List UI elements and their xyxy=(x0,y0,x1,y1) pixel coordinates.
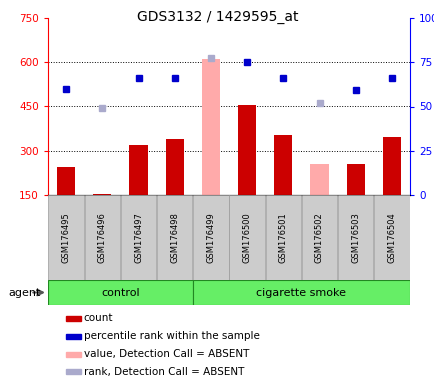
Bar xyxy=(237,105,256,195)
Bar xyxy=(265,195,300,280)
Bar xyxy=(193,195,228,280)
Bar xyxy=(273,134,292,195)
Bar xyxy=(301,195,336,280)
Text: GSM176500: GSM176500 xyxy=(242,212,251,263)
Text: GSM176503: GSM176503 xyxy=(350,212,359,263)
Text: value, Detection Call = ABSENT: value, Detection Call = ABSENT xyxy=(84,349,249,359)
Text: rank, Detection Call = ABSENT: rank, Detection Call = ABSENT xyxy=(84,367,243,377)
Bar xyxy=(84,195,120,280)
Bar xyxy=(165,139,183,195)
Bar xyxy=(373,195,409,280)
Bar xyxy=(121,195,156,280)
Text: cigarette smoke: cigarette smoke xyxy=(256,288,345,298)
Bar xyxy=(382,137,400,195)
Bar xyxy=(48,195,84,280)
Text: GDS3132 / 1429595_at: GDS3132 / 1429595_at xyxy=(136,10,298,23)
Bar xyxy=(310,164,328,195)
Bar xyxy=(337,195,372,280)
Text: GSM176499: GSM176499 xyxy=(206,212,215,263)
Bar xyxy=(66,351,81,356)
Text: agent: agent xyxy=(9,288,41,298)
Text: GSM176502: GSM176502 xyxy=(314,212,323,263)
Bar xyxy=(201,59,220,195)
Bar xyxy=(192,280,409,305)
Text: GSM176496: GSM176496 xyxy=(98,212,107,263)
Bar xyxy=(57,167,75,195)
Bar xyxy=(129,145,147,195)
Bar xyxy=(93,194,111,195)
Bar xyxy=(229,195,264,280)
Text: count: count xyxy=(84,313,113,323)
Text: percentile rank within the sample: percentile rank within the sample xyxy=(84,331,259,341)
Text: GSM176498: GSM176498 xyxy=(170,212,179,263)
Bar xyxy=(66,369,81,374)
Text: GSM176501: GSM176501 xyxy=(278,212,287,263)
Text: GSM176497: GSM176497 xyxy=(134,212,143,263)
Bar xyxy=(66,316,81,321)
Text: GSM176495: GSM176495 xyxy=(62,212,70,263)
Bar xyxy=(48,280,192,305)
Bar xyxy=(346,164,364,195)
Text: control: control xyxy=(101,288,139,298)
Bar xyxy=(66,334,81,339)
Text: GSM176504: GSM176504 xyxy=(387,212,395,263)
Bar xyxy=(157,195,192,280)
